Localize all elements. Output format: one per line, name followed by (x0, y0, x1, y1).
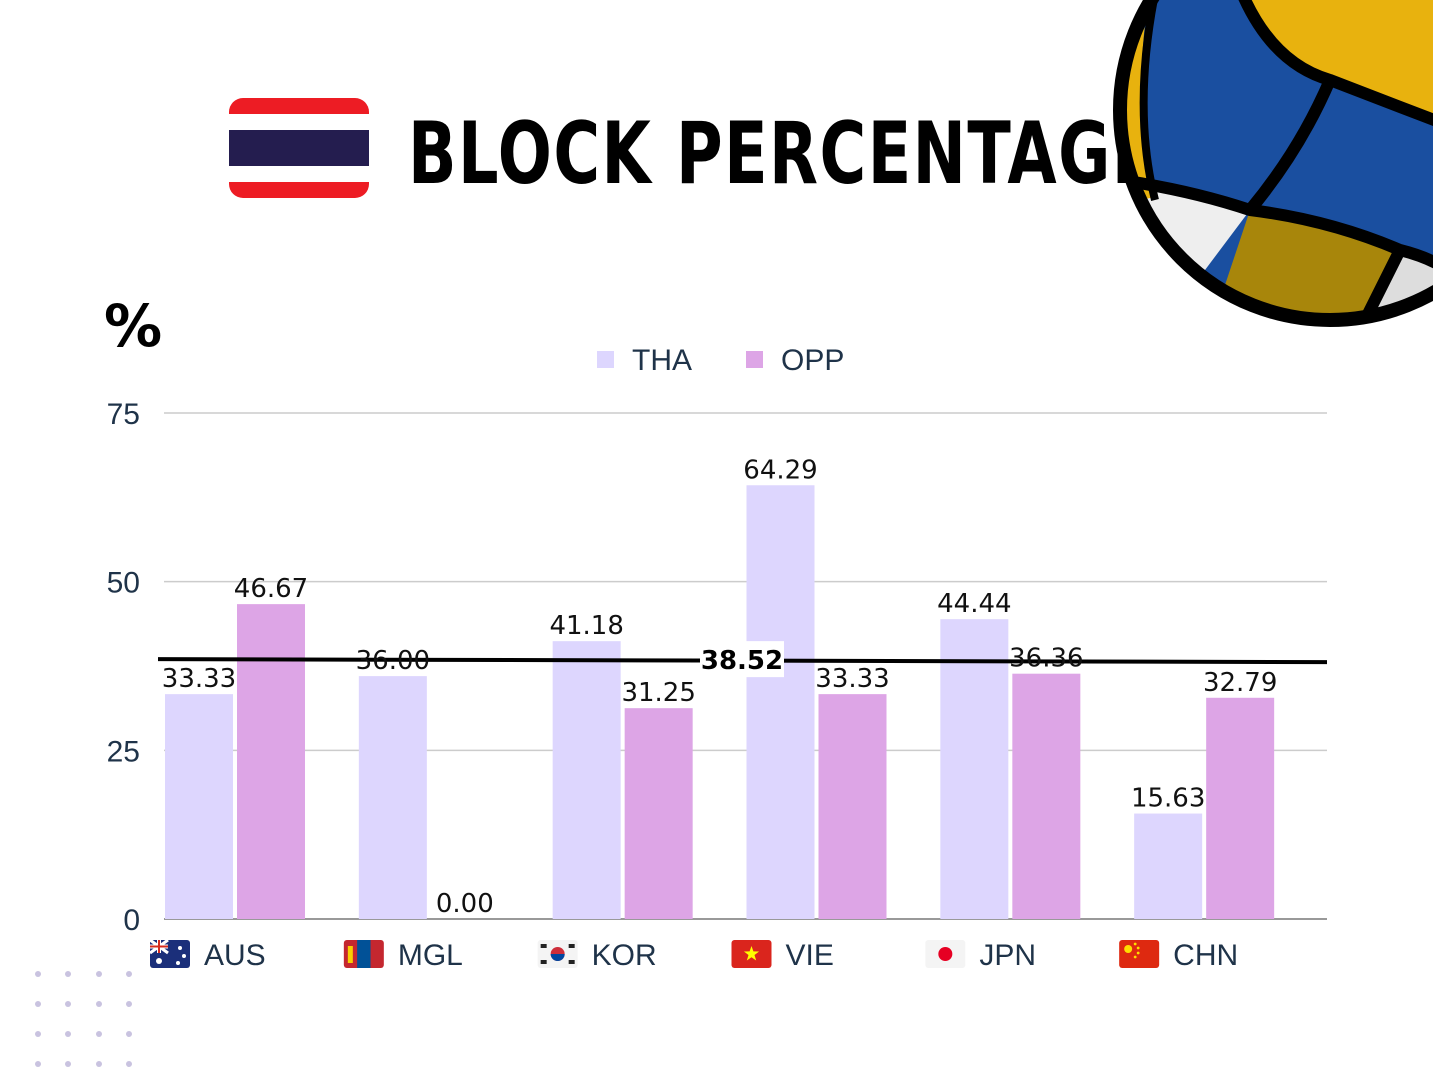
legend-label-opp: OPP (781, 344, 844, 377)
legend-swatch-tha (597, 351, 614, 368)
mongolia-flag-icon (343, 940, 384, 968)
bar-tha-kor (552, 641, 621, 919)
x-tick-label-vie: VIE (786, 939, 834, 972)
x-tick-label-jpn: JPN (979, 939, 1036, 972)
china-flag-icon (1119, 940, 1160, 968)
x-tick-label-mgl: MGL (398, 939, 463, 972)
japan-flag-icon (925, 940, 966, 968)
data-label: 46.67 (234, 574, 308, 604)
bar-opp-vie (818, 694, 887, 919)
data-label: 33.33 (162, 664, 236, 694)
korea-flag-icon (537, 940, 578, 968)
x-tick-label-aus: AUS (204, 939, 266, 972)
y-tick-label: 0 (123, 904, 140, 937)
chart-title: BLOCK PERCENTAGE (408, 104, 1157, 204)
average-label-background (700, 641, 784, 678)
x-tick-label-chn: CHN (1173, 939, 1238, 972)
y-tick-label: 50 (107, 567, 140, 600)
decorative-dots (35, 971, 132, 1067)
vietnam-flag-icon (731, 940, 772, 968)
legend-swatch-opp (746, 351, 763, 368)
bar-tha-chn (1134, 813, 1203, 919)
data-label: 33.33 (815, 664, 889, 694)
bar-tha-vie (746, 485, 815, 919)
data-label: 31.25 (621, 678, 695, 708)
y-axis-label: % (104, 292, 162, 360)
thailand-flag-icon (229, 98, 369, 198)
y-tick-label: 25 (107, 735, 140, 768)
bar-opp-kor (624, 708, 693, 919)
data-label: 15.63 (1131, 784, 1205, 814)
data-label: 36.36 (1009, 644, 1083, 674)
australia-flag-icon (149, 938, 190, 968)
x-tick-label-kor: KOR (592, 939, 657, 972)
bar-tha-jpn (940, 619, 1009, 919)
data-label: 36.00 (356, 646, 430, 676)
bar-tha-mgl (358, 676, 427, 919)
bar-opp-chn (1206, 697, 1275, 919)
data-label: 0.00 (436, 889, 494, 919)
average-label: 38.52 (701, 646, 783, 676)
bar-opp-jpn (1012, 673, 1081, 919)
legend-label-tha: THA (632, 344, 692, 377)
volleyball-icon (1113, 0, 1433, 327)
data-label: 32.79 (1203, 668, 1277, 698)
bar-opp-aus (237, 604, 305, 919)
data-label: 41.18 (549, 611, 623, 641)
bar-tha-aus (165, 694, 233, 919)
data-label: 64.29 (743, 455, 817, 485)
y-tick-label: 75 (107, 398, 140, 431)
data-label: 44.44 (937, 589, 1011, 619)
